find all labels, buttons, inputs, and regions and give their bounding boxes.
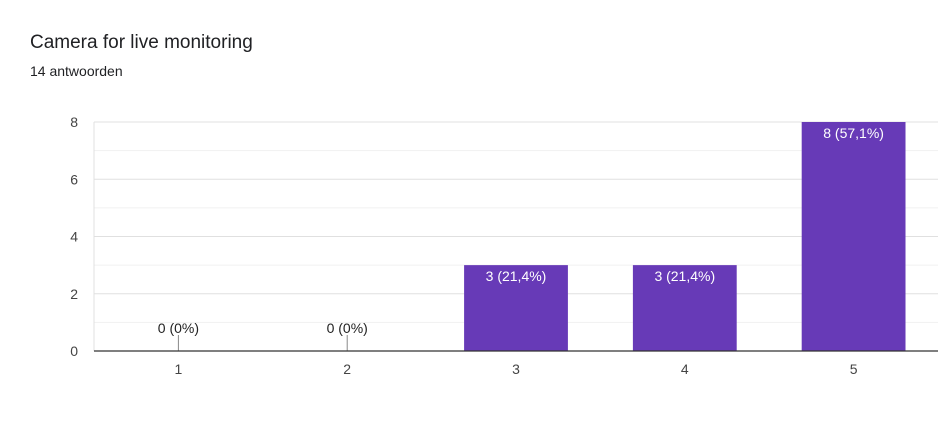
y-tick-label: 6 bbox=[70, 171, 78, 187]
bar bbox=[632, 265, 737, 351]
x-tick-label: 1 bbox=[175, 361, 183, 377]
bar bbox=[464, 265, 568, 351]
bar-data-label: 3 (21,4%) bbox=[654, 268, 715, 284]
y-tick-label: 0 bbox=[70, 343, 78, 359]
chart-axes: 0 2 4 6 8 1 2 3 4 5 bbox=[70, 114, 938, 377]
chart-bars bbox=[177, 122, 906, 351]
x-tick-label: 3 bbox=[512, 361, 520, 377]
x-tick-label: 2 bbox=[343, 361, 351, 377]
bar-data-label: 0 (0%) bbox=[158, 320, 199, 336]
response-count: 14 antwoorden bbox=[30, 63, 123, 79]
y-tick-label: 8 bbox=[70, 114, 78, 130]
bar-data-label: 3 (21,4%) bbox=[486, 268, 547, 284]
bar bbox=[801, 122, 906, 351]
bar-data-label: 0 (0%) bbox=[327, 320, 368, 336]
bar-data-label: 8 (57,1%) bbox=[823, 125, 884, 141]
question-title: Camera for live monitoring bbox=[30, 32, 253, 53]
chart-data-labels: 0 (0%) 0 (0%) 3 (21,4%) 3 (21,4%) 8 (57,1%) bbox=[158, 125, 884, 336]
x-tick-label: 4 bbox=[681, 361, 689, 377]
chart-gridlines bbox=[93, 121, 938, 351]
x-tick-label: 5 bbox=[850, 361, 858, 377]
y-tick-label: 4 bbox=[70, 229, 78, 245]
y-tick-label: 2 bbox=[70, 286, 78, 302]
